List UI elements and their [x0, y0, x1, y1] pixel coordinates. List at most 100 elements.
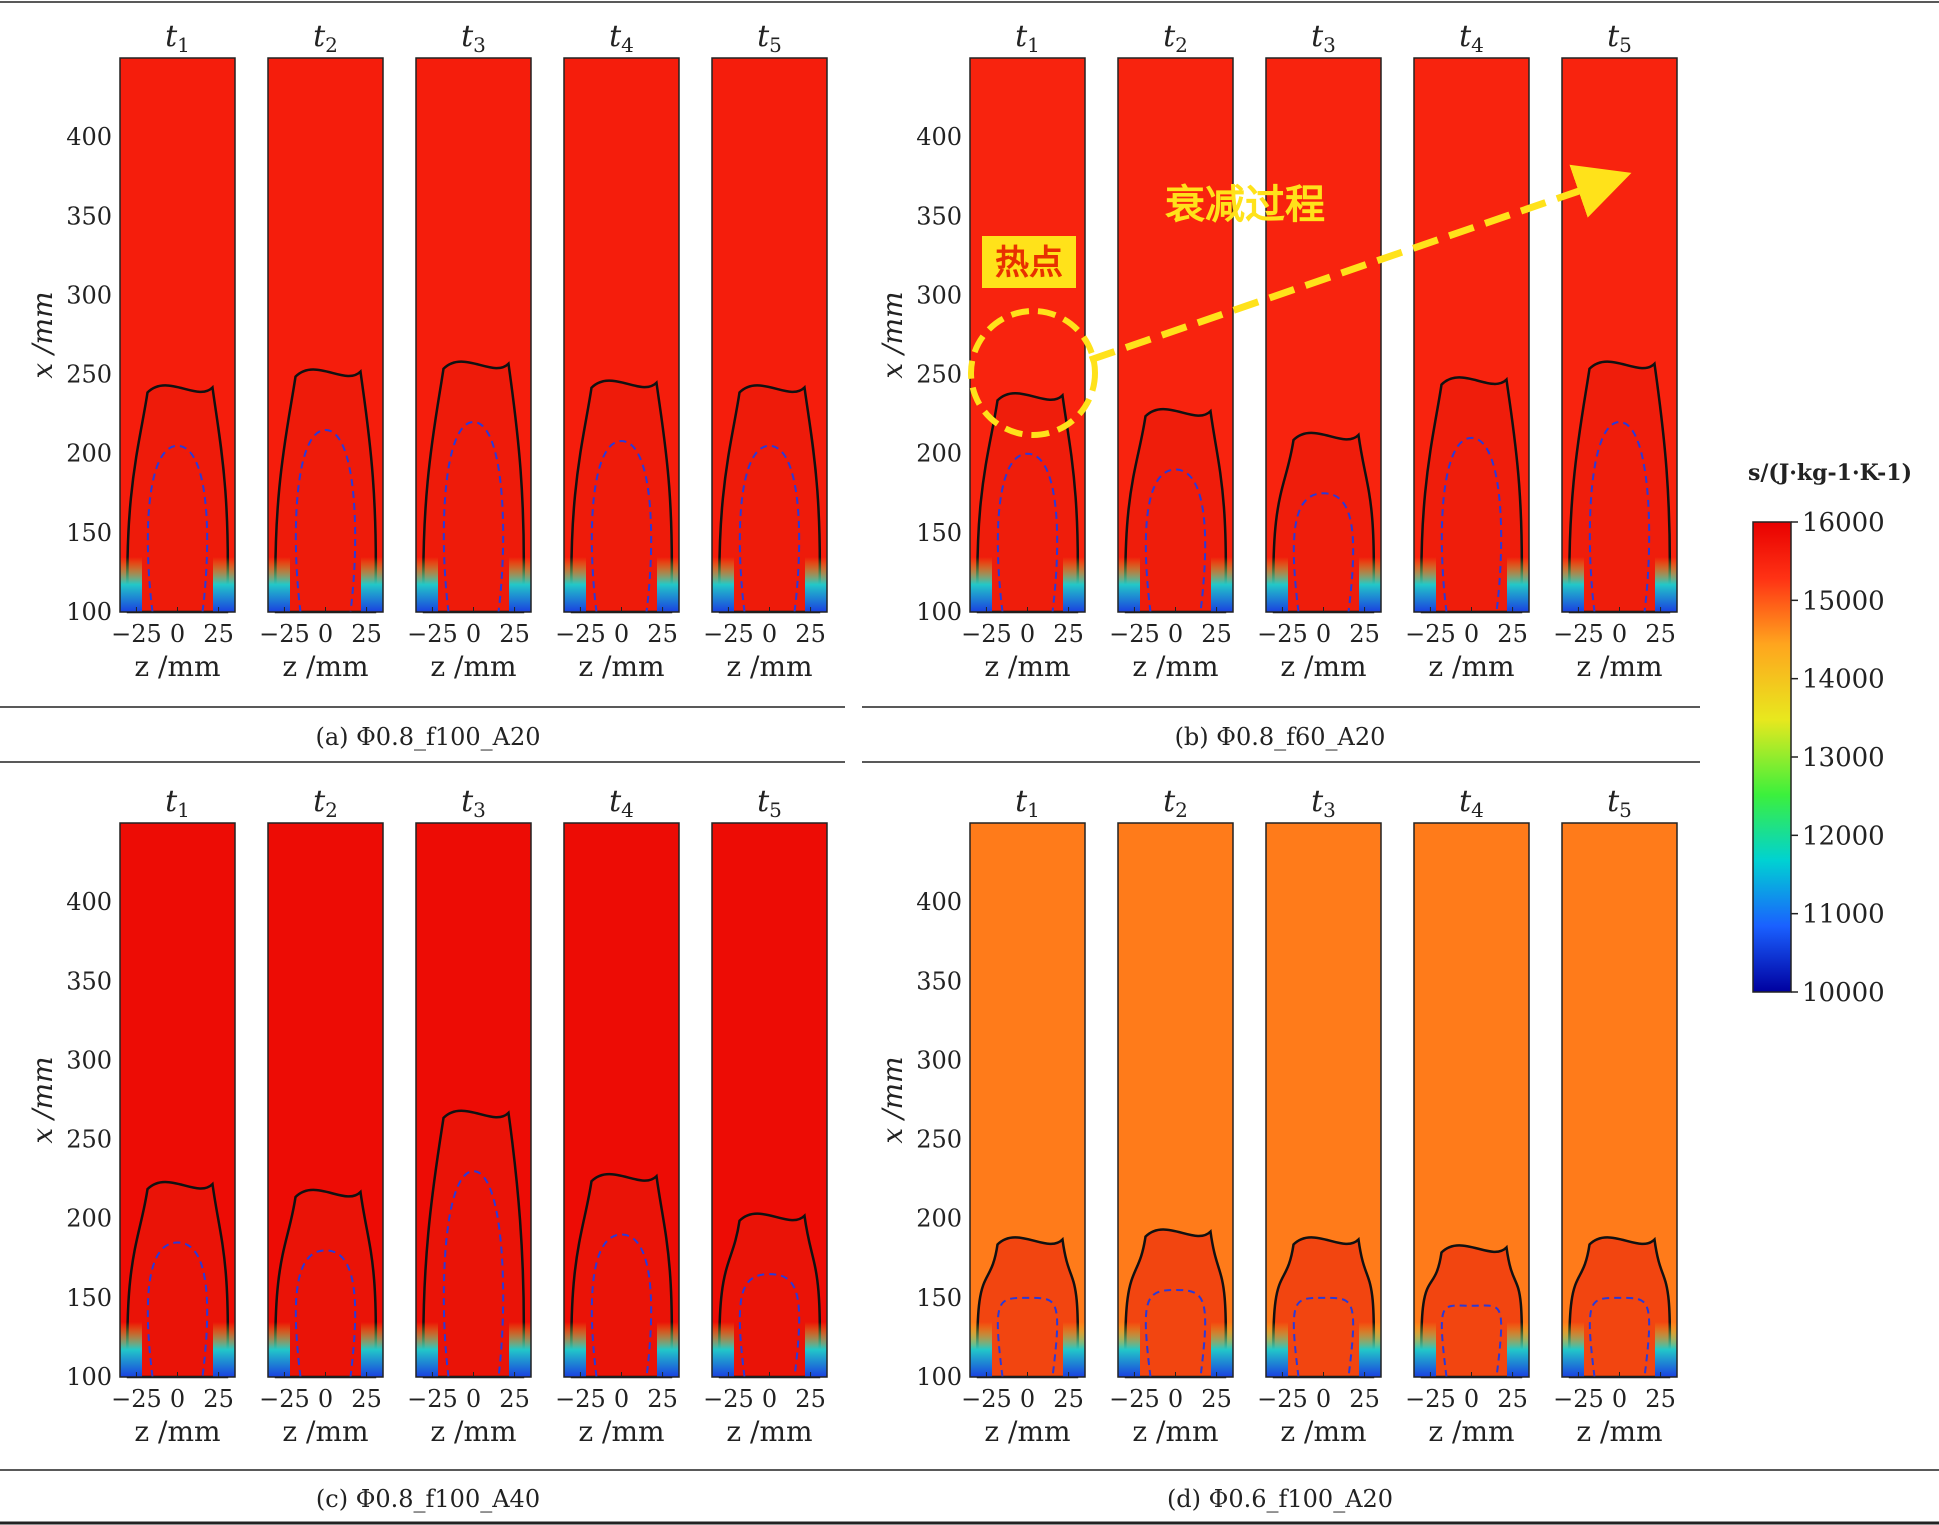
inlet-streak-left	[564, 1322, 586, 1377]
x-axis-label: z /mm	[134, 650, 220, 683]
colorbar-tick-label: 11000	[1802, 900, 1885, 930]
y-tick-label: 100	[66, 598, 112, 626]
x-tick-label: −25	[259, 1385, 310, 1413]
y-tick-label: 250	[916, 1126, 962, 1154]
x-tick-label: −25	[961, 620, 1012, 648]
x-tick-label: −25	[1109, 1385, 1160, 1413]
x-axis-label: z /mm	[1428, 650, 1514, 683]
y-tick-label: 250	[66, 1126, 112, 1154]
y-tick-label: 350	[66, 202, 112, 230]
x-axis-label: z /mm	[1280, 650, 1366, 683]
x-tick-label: 25	[203, 1385, 234, 1413]
inlet-streak-right	[1655, 1322, 1677, 1377]
y-tick-label: 150	[916, 1284, 962, 1312]
colorbar-ticks: 10000 11000 12000 13000 14000 15000 16000	[1791, 508, 1885, 1008]
x-tick-label: −25	[111, 620, 162, 648]
x-tick-label: 25	[647, 1385, 678, 1413]
inlet-streak-right	[361, 557, 383, 612]
dashed-contour	[996, 452, 1059, 613]
caption-d: (d) Φ0.6_f100_A20	[1167, 1485, 1393, 1513]
time-label: t1	[1015, 784, 1040, 822]
x-tick-label: 0	[1316, 620, 1331, 648]
x-tick-label: −25	[407, 620, 458, 648]
colorbar-tick-label: 16000	[1802, 508, 1885, 538]
inlet-streak-right	[1063, 557, 1085, 612]
y-tick-label: 100	[916, 598, 962, 626]
inlet-streak-right	[1359, 557, 1381, 612]
x-tick-label: 25	[647, 620, 678, 648]
x-axis-label: z /mm	[578, 1415, 664, 1448]
x-tick-label: 0	[762, 1385, 777, 1413]
y-tick-label: 300	[916, 1046, 962, 1074]
flame-contour	[1568, 1236, 1672, 1379]
dashed-contour	[1292, 492, 1355, 613]
inlet-streak-right	[361, 1322, 383, 1377]
x-tick-label: 25	[1497, 620, 1528, 648]
x-axis-label: z /mm	[1576, 1415, 1662, 1448]
caption-a: (a) Φ0.8_f100_A20	[315, 723, 540, 751]
time-label: t5	[1607, 19, 1632, 57]
y-tick-label: 100	[916, 1363, 962, 1391]
x-axis-label: z /mm	[282, 1415, 368, 1448]
time-label: t3	[461, 19, 486, 57]
y-tick-label: 400	[66, 123, 112, 151]
inlet-streak-right	[805, 1322, 827, 1377]
time-label: t2	[313, 19, 338, 57]
inlet-streak-right	[1507, 557, 1529, 612]
inlet-streak-left	[120, 1322, 142, 1377]
x-tick-label: −25	[555, 1385, 606, 1413]
y-tick-label: 350	[916, 967, 962, 995]
y-tick-label: 200	[66, 1205, 112, 1233]
y-tick-label: 150	[66, 1284, 112, 1312]
y-tick-label: 250	[916, 361, 962, 389]
x-tick-label: −25	[1257, 1385, 1308, 1413]
dashed-contour	[294, 428, 357, 613]
x-tick-label: −25	[703, 620, 754, 648]
x-tick-label: 0	[466, 1385, 481, 1413]
inlet-streak-right	[1211, 1322, 1233, 1377]
flame-contour	[718, 1212, 822, 1379]
time-label: t1	[165, 19, 190, 57]
y-axis-label: x /mm	[876, 1056, 909, 1143]
dashed-contour	[738, 444, 801, 613]
flame-contour	[1568, 360, 1672, 614]
inlet-streak-left	[1562, 1322, 1584, 1377]
x-tick-label: 25	[203, 620, 234, 648]
x-tick-label: 25	[1645, 1385, 1676, 1413]
dashed-contour	[996, 1296, 1059, 1378]
time-label: t5	[757, 19, 782, 57]
dashed-contour	[294, 1249, 357, 1378]
x-tick-label: 0	[170, 620, 185, 648]
x-tick-label: −25	[1405, 620, 1456, 648]
x-tick-label: 0	[318, 620, 333, 648]
x-tick-label: 0	[762, 620, 777, 648]
inlet-streak-left	[120, 557, 142, 612]
x-axis-label: z /mm	[578, 650, 664, 683]
hotspot-label-box	[982, 236, 1076, 288]
inlet-streak-left	[712, 1322, 734, 1377]
inlet-streak-right	[1063, 1322, 1085, 1377]
time-label: t4	[1459, 19, 1484, 57]
x-tick-label: 0	[1612, 1385, 1627, 1413]
y-tick-label: 350	[916, 202, 962, 230]
inlet-streak-left	[970, 557, 992, 612]
time-label: t1	[165, 784, 190, 822]
inlet-streak-right	[213, 1322, 235, 1377]
decay-label: 衰减过程	[1165, 182, 1325, 228]
x-axis-label: z /mm	[1132, 1415, 1218, 1448]
y-tick-label: 200	[916, 1205, 962, 1233]
time-label: t1	[1015, 19, 1040, 57]
x-axis-label: z /mm	[726, 650, 812, 683]
inlet-streak-right	[657, 1322, 679, 1377]
x-tick-label: 0	[1464, 1385, 1479, 1413]
inlet-streak-left	[416, 557, 438, 612]
caption-c: (c) Φ0.8_f100_A40	[316, 1485, 540, 1513]
inlet-streak-right	[213, 557, 235, 612]
x-tick-label: −25	[1553, 1385, 1604, 1413]
dashed-contour	[1144, 468, 1207, 613]
x-axis-label: z /mm	[282, 650, 368, 683]
inlet-streak-left	[416, 1322, 438, 1377]
x-tick-label: −25	[1109, 620, 1160, 648]
